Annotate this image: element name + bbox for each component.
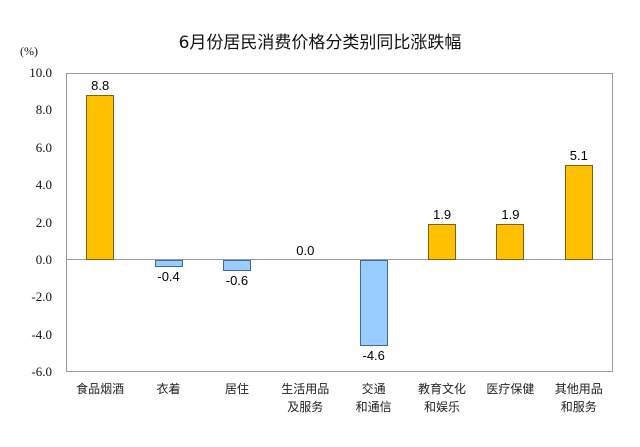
value-label: 5.1 bbox=[569, 147, 588, 163]
value-label: -0.6 bbox=[225, 273, 249, 289]
x-category-label: 衣着 bbox=[156, 382, 181, 396]
bar bbox=[496, 224, 525, 260]
y-tick-label: 4.0 bbox=[35, 177, 52, 193]
y-axis-unit: (%) bbox=[20, 44, 38, 58]
value-label: -4.6 bbox=[362, 347, 385, 363]
x-category-label: 生活用品 及服务 bbox=[281, 382, 330, 414]
plot-area bbox=[66, 73, 613, 372]
y-tick-label: 0.0 bbox=[35, 251, 52, 267]
bar bbox=[428, 224, 457, 260]
y-tick-label: 8.0 bbox=[35, 102, 52, 118]
value-label: 1.9 bbox=[433, 207, 452, 223]
x-category-label: 居住 bbox=[224, 382, 249, 396]
chart-title: 6月份居民消费价格分类别同比涨跌幅 bbox=[178, 33, 462, 53]
y-tick-label: -2.0 bbox=[31, 289, 52, 305]
x-category-label: 教育文化 和娱乐 bbox=[418, 382, 467, 414]
value-label: -0.4 bbox=[157, 269, 180, 285]
value-label: 0.0 bbox=[296, 242, 315, 258]
y-tick-label: 10.0 bbox=[29, 65, 52, 80]
x-category-label: 交通 和通信 bbox=[355, 382, 392, 414]
bar bbox=[564, 164, 593, 260]
y-tick-label: -4.0 bbox=[31, 326, 52, 342]
bar bbox=[86, 95, 115, 260]
y-tick-label: 6.0 bbox=[35, 139, 52, 155]
x-category-label: 食品烟酒 bbox=[76, 382, 125, 396]
value-label: 8.8 bbox=[91, 78, 110, 94]
bar bbox=[359, 259, 388, 346]
bar bbox=[154, 259, 183, 268]
x-category-label: 其他用品 和服务 bbox=[554, 382, 603, 414]
y-tick-label: -6.0 bbox=[31, 364, 52, 379]
y-tick-label: 2.0 bbox=[35, 214, 52, 230]
x-category-label: 医疗保健 bbox=[486, 382, 535, 396]
zero-baseline bbox=[66, 259, 613, 261]
value-label: 1.9 bbox=[501, 207, 520, 223]
bar bbox=[222, 259, 251, 272]
